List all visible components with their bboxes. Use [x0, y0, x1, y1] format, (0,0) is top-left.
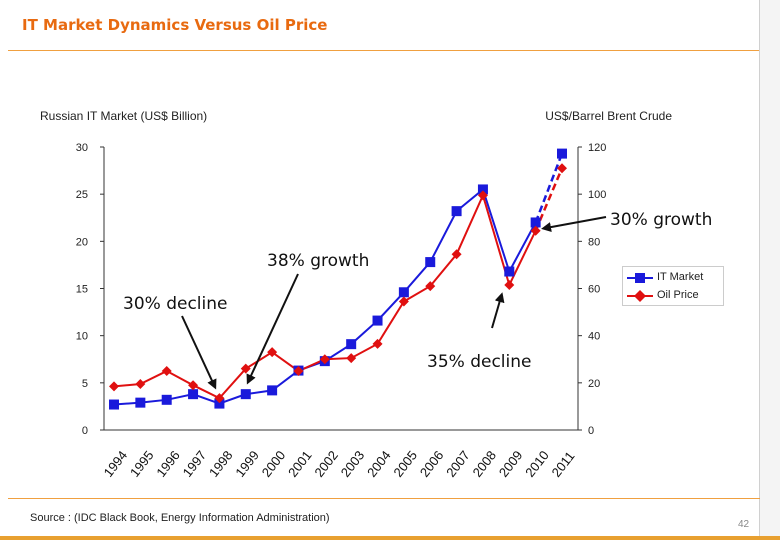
- legend-oil-price-swatch: [627, 290, 653, 302]
- point-it-market: [135, 397, 146, 408]
- x-tick-label: 1994: [101, 448, 131, 480]
- right-tick-label: 60: [588, 284, 600, 296]
- point-it-market: [161, 394, 172, 405]
- bottom-accent-strip: [0, 536, 780, 540]
- point-oil-price: [188, 380, 199, 391]
- point-it-market: [398, 287, 409, 298]
- arrow-growth-1999: [246, 273, 299, 385]
- arrow-decline-2009: [491, 292, 505, 329]
- x-tick-label: 2003: [338, 448, 368, 480]
- point-oil-price: [398, 296, 409, 307]
- point-oil-price: [451, 249, 462, 260]
- right-axis-ticks: 0 20 40 60 80 100 120: [578, 142, 606, 437]
- right-tick-label: 20: [588, 378, 600, 390]
- point-oil-price: [372, 338, 383, 349]
- right-tick-label: 80: [588, 236, 600, 248]
- right-axis-label: US$/Barrel Brent Crude: [545, 109, 672, 123]
- point-it-market: [267, 385, 278, 396]
- legend-label-oil-price: Oil Price: [657, 289, 699, 301]
- point-oil-price: [504, 279, 515, 290]
- left-tick-label: 30: [76, 142, 88, 154]
- point-oil-price: [346, 353, 357, 364]
- point-it-market: [240, 389, 251, 400]
- right-tick-label: 100: [588, 189, 606, 201]
- annotations: 30% decline 38% growth 35% decline 30% g…: [123, 210, 712, 390]
- x-tick-label: 2010: [522, 448, 552, 480]
- point-oil-price: [557, 163, 567, 174]
- left-axis-ticks: 0 5 10 15 20 25 30: [76, 142, 104, 437]
- legend-item-it-market: IT Market: [627, 271, 717, 285]
- x-tick-label: 2009: [496, 448, 526, 480]
- left-tick-label: 0: [82, 425, 88, 437]
- point-it-market: [477, 184, 488, 195]
- series-forecast-it-market: [534, 153, 564, 223]
- x-tick-label: 2000: [259, 448, 289, 480]
- chart-legend: IT Market Oil Price: [622, 266, 724, 306]
- annotation-decline-1998: 30% decline: [123, 294, 227, 314]
- point-it-market: [109, 399, 119, 410]
- left-tick-label: 15: [76, 284, 88, 296]
- x-tick-label: 2007: [443, 448, 473, 480]
- point-oil-price: [477, 190, 488, 201]
- x-tick-label: 2006: [417, 448, 447, 480]
- point-it-market: [425, 257, 436, 268]
- legend-item-oil-price: Oil Price: [627, 289, 717, 303]
- series-markers: [109, 148, 567, 410]
- point-oil-price: [109, 381, 119, 392]
- x-tick-label: 2001: [285, 448, 315, 480]
- slide-title: IT Market Dynamics Versus Oil Price: [22, 16, 328, 34]
- legend-it-market-swatch: [627, 273, 653, 283]
- point-it-market: [214, 398, 225, 409]
- legend-label-it-market: IT Market: [657, 271, 704, 283]
- x-axis-ticks: 1994199519961997199819992000200120022003…: [101, 448, 578, 480]
- left-tick-label: 25: [76, 189, 88, 201]
- point-oil-price: [135, 379, 146, 390]
- right-tick-label: 40: [588, 331, 600, 343]
- point-oil-price: [530, 225, 541, 236]
- point-it-market: [372, 315, 383, 326]
- point-it-market: [504, 266, 515, 277]
- x-tick-label: 1996: [153, 448, 183, 480]
- x-tick-label: 2008: [469, 448, 499, 480]
- point-it-market: [530, 217, 541, 228]
- x-tick-label: 2005: [390, 448, 420, 480]
- annotation-growth-2010: 30% growth: [610, 210, 712, 230]
- x-tick-label: 2011: [549, 449, 578, 480]
- left-tick-label: 20: [76, 236, 88, 248]
- point-oil-price: [161, 366, 172, 377]
- x-tick-label: 1997: [180, 448, 210, 480]
- point-it-market: [557, 148, 567, 159]
- point-oil-price: [425, 281, 436, 292]
- left-axis-label: Russian IT Market (US$ Billion): [40, 109, 207, 123]
- axes: [103, 147, 579, 431]
- point-it-market: [346, 339, 357, 350]
- x-tick-label: 1995: [127, 448, 157, 480]
- left-tick-label: 10: [76, 331, 88, 343]
- point-oil-price: [267, 347, 278, 358]
- point-it-market: [451, 206, 462, 217]
- point-oil-price: [214, 393, 225, 404]
- arrow-decline-1998: [181, 315, 217, 390]
- arrow-growth-2010: [541, 216, 607, 233]
- x-tick-label: 1998: [206, 448, 236, 480]
- title-divider: [8, 50, 760, 51]
- right-tick-label: 0: [588, 425, 594, 437]
- page-number: 42: [738, 519, 750, 530]
- point-oil-price: [293, 366, 304, 377]
- x-tick-label: 2004: [364, 448, 394, 480]
- x-tick-label: 2002: [311, 448, 341, 480]
- right-edge-divider: [759, 0, 760, 540]
- point-oil-price: [240, 363, 251, 374]
- point-oil-price: [319, 354, 330, 365]
- right-edge-panel: [760, 0, 780, 540]
- source-note: Source : (IDC Black Book, Energy Informa…: [30, 512, 330, 524]
- footer-box: [8, 498, 760, 538]
- annotation-growth-1999: 38% growth: [267, 251, 369, 271]
- x-tick-label: 1999: [232, 448, 262, 480]
- annotation-decline-2009: 35% decline: [427, 352, 531, 372]
- right-tick-label: 120: [588, 142, 606, 154]
- point-it-market: [188, 389, 199, 400]
- left-tick-label: 5: [82, 378, 88, 390]
